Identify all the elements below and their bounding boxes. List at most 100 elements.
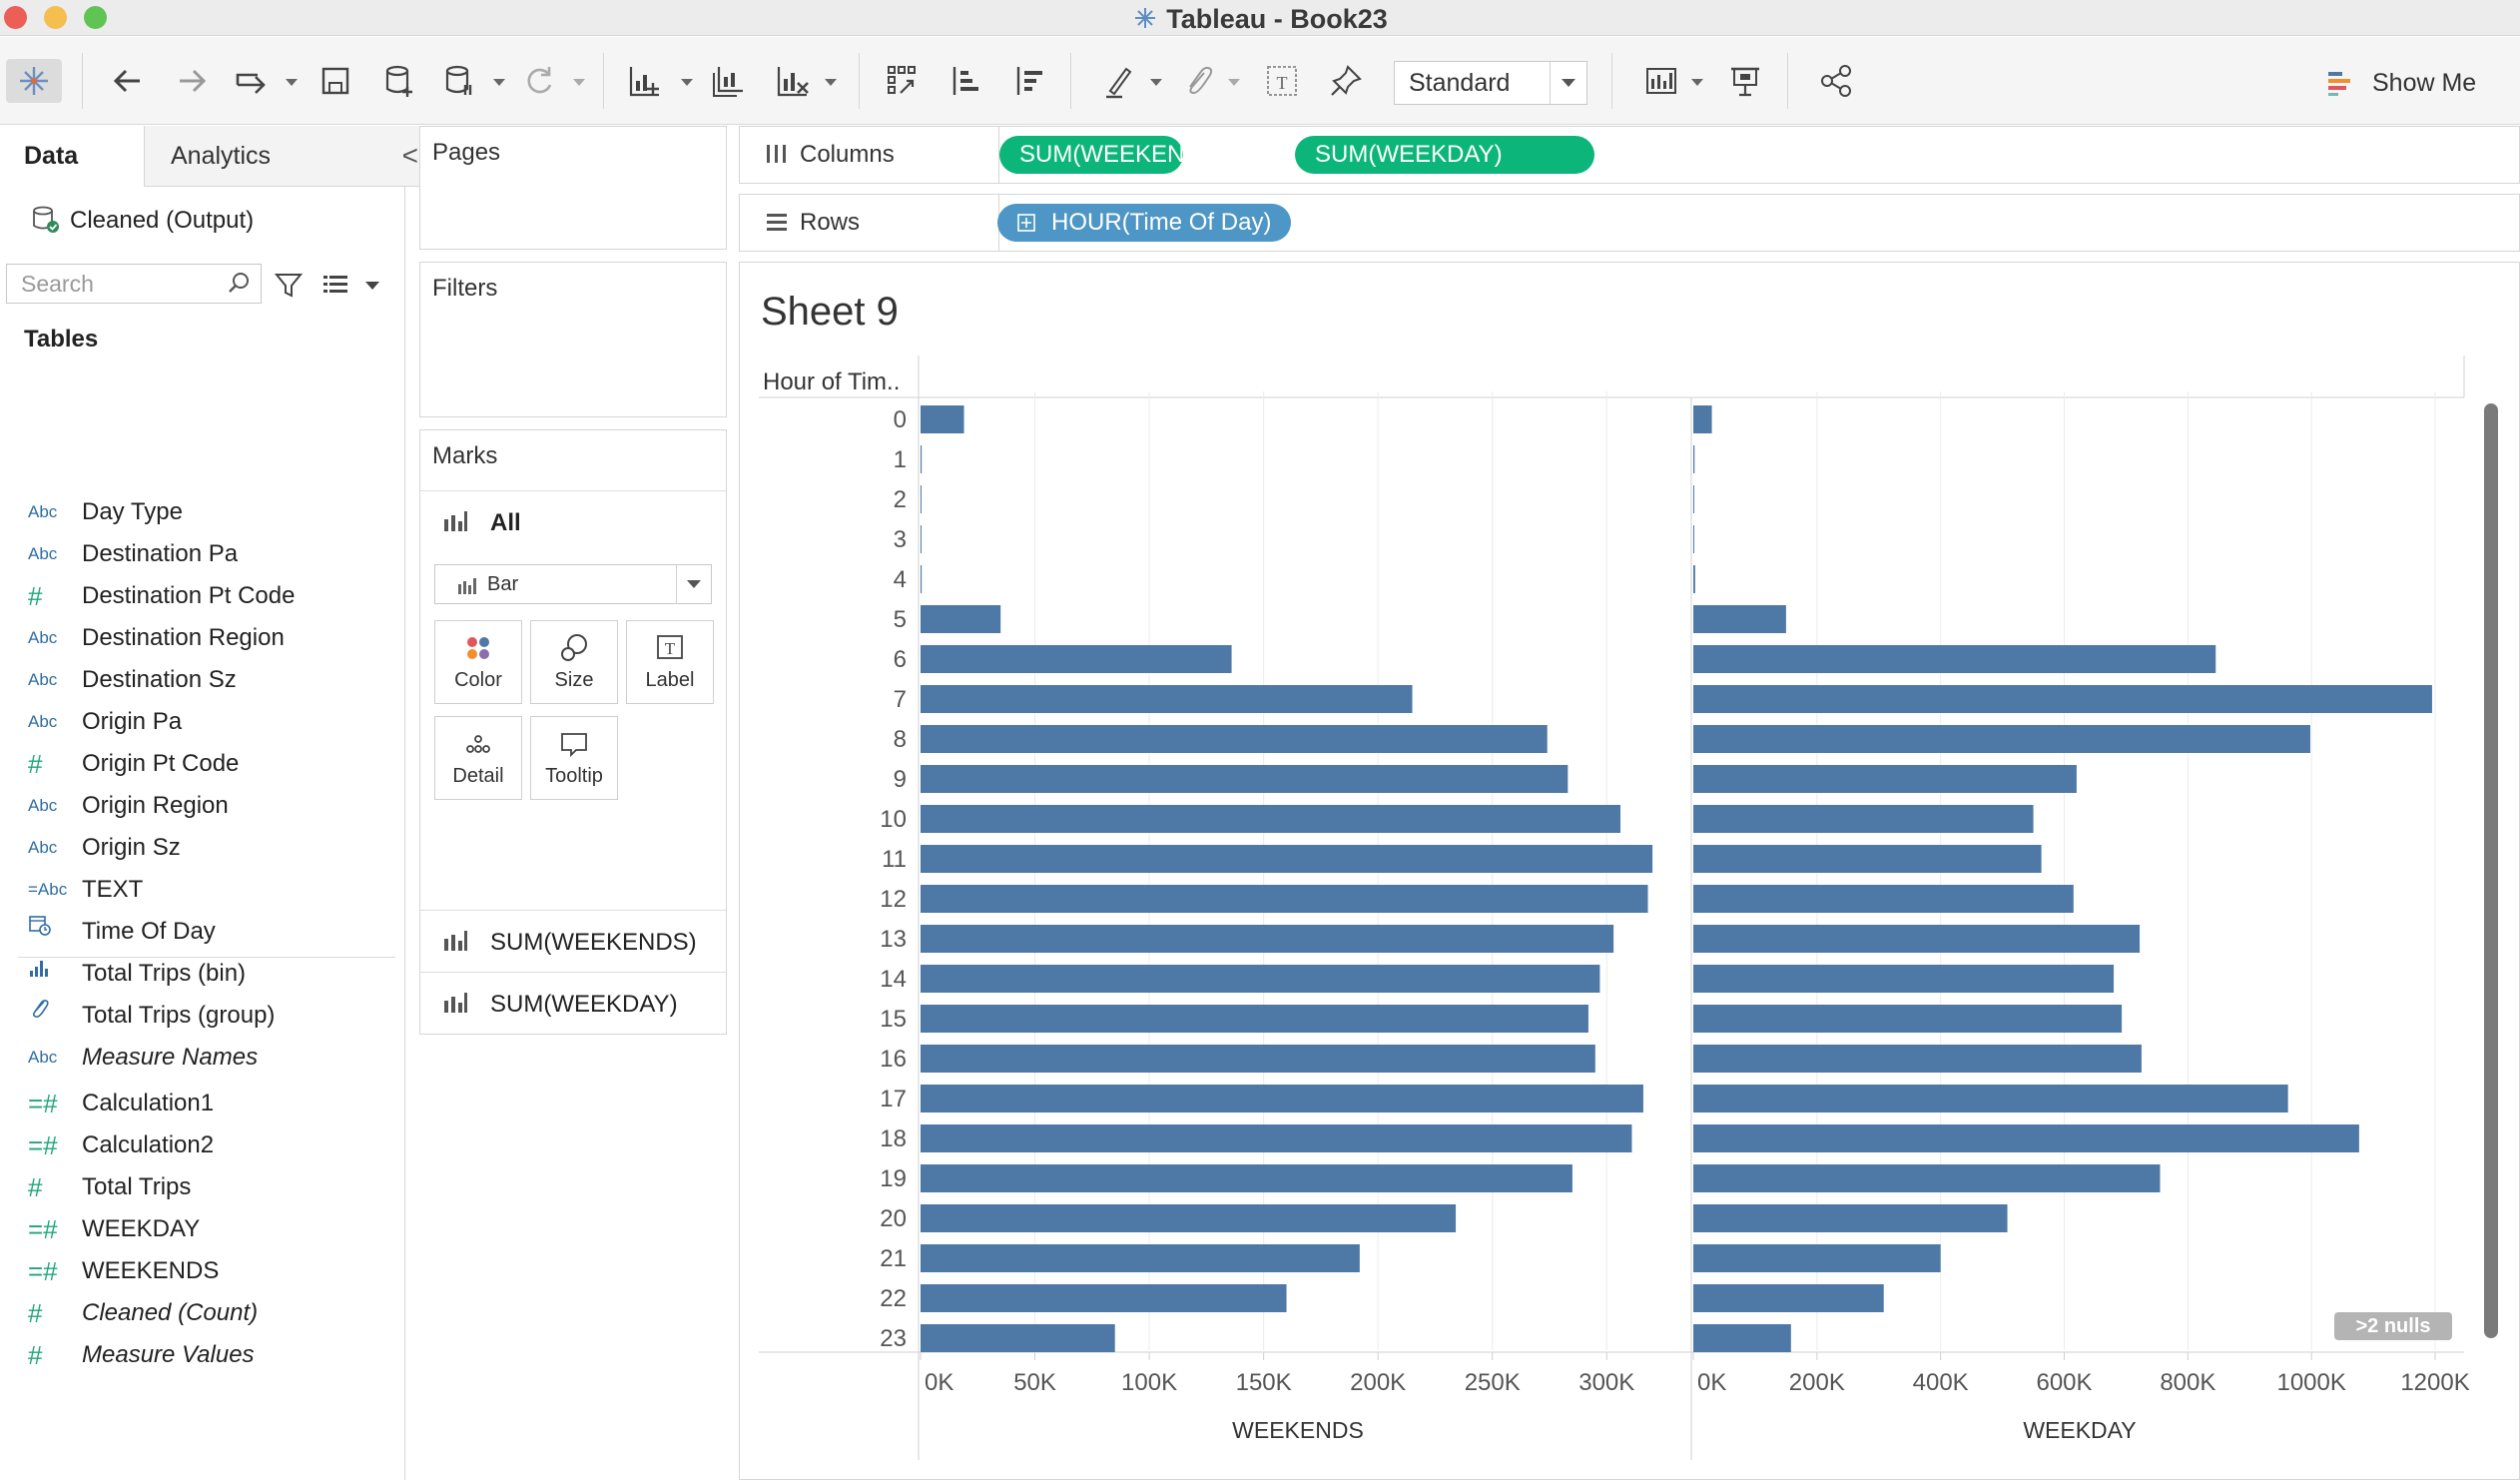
field-name: WEEKDAY — [82, 1215, 201, 1242]
clear-sheet-icon[interactable] — [769, 59, 817, 103]
refresh-icon[interactable] — [515, 59, 563, 103]
axis-title: WEEKDAY — [2023, 1417, 2136, 1443]
pages-shelf[interactable]: Pages — [419, 126, 727, 250]
label-label: Label — [645, 669, 695, 691]
pause-updates-icon[interactable] — [435, 59, 483, 103]
field-item[interactable]: =# WEEKENDS — [0, 1250, 399, 1292]
datasource-item[interactable]: Cleaned (Output) — [30, 196, 254, 246]
replay-icon[interactable] — [228, 59, 276, 103]
fix-axes-pin-icon[interactable] — [1324, 59, 1368, 103]
bar — [1693, 485, 1694, 513]
highlight-pen-icon[interactable] — [1096, 59, 1140, 103]
field-item[interactable]: =# Calculation1 — [0, 1083, 399, 1124]
columns-pill-weekday[interactable]: SUM(WEEKDAY) — [1295, 136, 1594, 174]
field-item[interactable]: Abc Destination Sz — [0, 659, 399, 701]
field-name: Origin Sz — [82, 834, 181, 861]
toolbar: T Standard Show Me — [0, 37, 2520, 125]
field-item[interactable]: =Abc TEXT — [0, 869, 399, 911]
show-cards-icon[interactable] — [1637, 59, 1685, 103]
vertical-scrollbar[interactable] — [2484, 403, 2498, 1338]
field-item[interactable]: Total Trips (group) — [0, 995, 399, 1037]
mark-type-select[interactable]: Bar — [434, 564, 712, 604]
axis-tick-label: 0K — [925, 1369, 953, 1396]
columns-pill-weekends[interactable]: SUM(WEEKENDS) — [999, 136, 1226, 174]
field-name: Total Trips (bin) — [82, 960, 247, 987]
undo-icon[interactable] — [104, 59, 152, 103]
swap-rows-columns-icon[interactable] — [879, 59, 927, 103]
field-item[interactable]: # Origin Pt Code — [0, 743, 399, 785]
tooltip-button[interactable]: Tooltip — [530, 716, 618, 800]
show-me-button[interactable]: Show Me — [2326, 61, 2476, 105]
axis-tick-label: 800K — [2160, 1369, 2215, 1396]
search-placeholder: Search — [21, 271, 94, 297]
field-name: Calculation2 — [82, 1131, 215, 1158]
field-item[interactable]: Abc Origin Region — [0, 785, 399, 827]
rows-pill-hour[interactable]: HOUR(Time Of Day) — [997, 204, 1291, 242]
nulls-indicator[interactable]: >2 nulls — [2334, 1312, 2452, 1340]
field-name: Origin Pa — [82, 708, 183, 735]
field-item[interactable]: # Total Trips — [0, 1166, 399, 1208]
close-window-button[interactable] — [4, 6, 27, 29]
search-input[interactable]: Search — [6, 264, 262, 304]
view-list-icon[interactable] — [321, 272, 349, 300]
field-item[interactable]: # Measure Values — [0, 1334, 399, 1376]
bar — [921, 965, 1600, 993]
sort-ascending-icon[interactable] — [943, 59, 990, 103]
size-button[interactable]: Size — [530, 620, 618, 704]
save-icon[interactable] — [314, 59, 357, 103]
field-item[interactable]: # Destination Pt Code — [0, 575, 399, 617]
columns-shelf[interactable]: Columns SUM(WEEKENDS) SUM(WEEKDAY) — [739, 126, 2520, 184]
show-me-icon — [2328, 72, 2350, 96]
bar — [921, 645, 1232, 673]
calculated-string-icon: =Abc — [28, 880, 68, 899]
bar — [921, 685, 1413, 713]
redo-icon[interactable] — [168, 59, 216, 103]
sort-descending-icon[interactable] — [1006, 59, 1054, 103]
tab-analytics[interactable]: Analytics < — [144, 126, 432, 187]
color-button[interactable]: Color — [434, 620, 522, 704]
field-item[interactable]: Abc Day Type — [0, 491, 399, 533]
new-worksheet-icon[interactable] — [621, 59, 669, 103]
marks-weekends-row[interactable]: SUM(WEEKENDS) — [420, 910, 726, 973]
filter-icon[interactable] — [274, 270, 304, 300]
field-item[interactable]: Abc Measure Names — [0, 1037, 399, 1079]
presentation-mode-icon[interactable] — [1721, 59, 1769, 103]
show-mark-labels-icon[interactable]: T — [1260, 59, 1304, 103]
bar — [1693, 1005, 2123, 1033]
field-item[interactable]: Abc Origin Sz — [0, 827, 399, 869]
minimize-window-button[interactable] — [44, 6, 67, 29]
field-item[interactable]: Abc Destination Pa — [0, 533, 399, 575]
chevron-down-icon[interactable] — [365, 282, 379, 290]
field-item[interactable]: Abc Destination Region — [0, 617, 399, 659]
field-item[interactable]: Abc Origin Pa — [0, 701, 399, 743]
label-button[interactable]: T Label — [626, 620, 714, 704]
field-item[interactable]: Time Of Day — [0, 911, 399, 953]
tableau-home-icon[interactable] — [6, 59, 62, 103]
marks-weekday-row[interactable]: SUM(WEEKDAY) — [420, 972, 726, 1035]
filters-shelf[interactable]: Filters — [419, 262, 727, 417]
share-icon[interactable] — [1813, 59, 1861, 103]
field-item[interactable]: Total Trips (bin) — [0, 953, 399, 995]
group-members-icon[interactable] — [1176, 59, 1220, 103]
bar — [1693, 725, 2310, 753]
rows-icon — [767, 214, 787, 231]
bar — [921, 1324, 1115, 1352]
zoom-window-button[interactable] — [84, 6, 107, 29]
columns-shelf-label: Columns — [750, 127, 999, 183]
new-datasource-icon[interactable] — [375, 59, 423, 103]
marks-weekends-label: SUM(WEEKENDS) — [490, 929, 697, 956]
bar — [921, 1085, 1643, 1112]
marks-all-row[interactable]: All — [420, 490, 726, 553]
collapse-pane-icon[interactable]: < — [401, 140, 418, 171]
field-item[interactable]: # Cleaned (Count) — [0, 1292, 399, 1334]
bar — [921, 1124, 1632, 1152]
fit-select[interactable]: Standard — [1394, 61, 1587, 105]
field-item[interactable]: =# Calculation2 — [0, 1124, 399, 1166]
bar — [1693, 1244, 1941, 1272]
field-item[interactable]: =# WEEKDAY — [0, 1208, 399, 1250]
rows-shelf[interactable]: Rows HOUR(Time Of Day) — [739, 194, 2520, 252]
duplicate-sheet-icon[interactable] — [705, 59, 753, 103]
color-label: Color — [454, 669, 502, 691]
detail-button[interactable]: Detail — [434, 716, 522, 800]
tab-data[interactable]: Data — [0, 126, 168, 189]
